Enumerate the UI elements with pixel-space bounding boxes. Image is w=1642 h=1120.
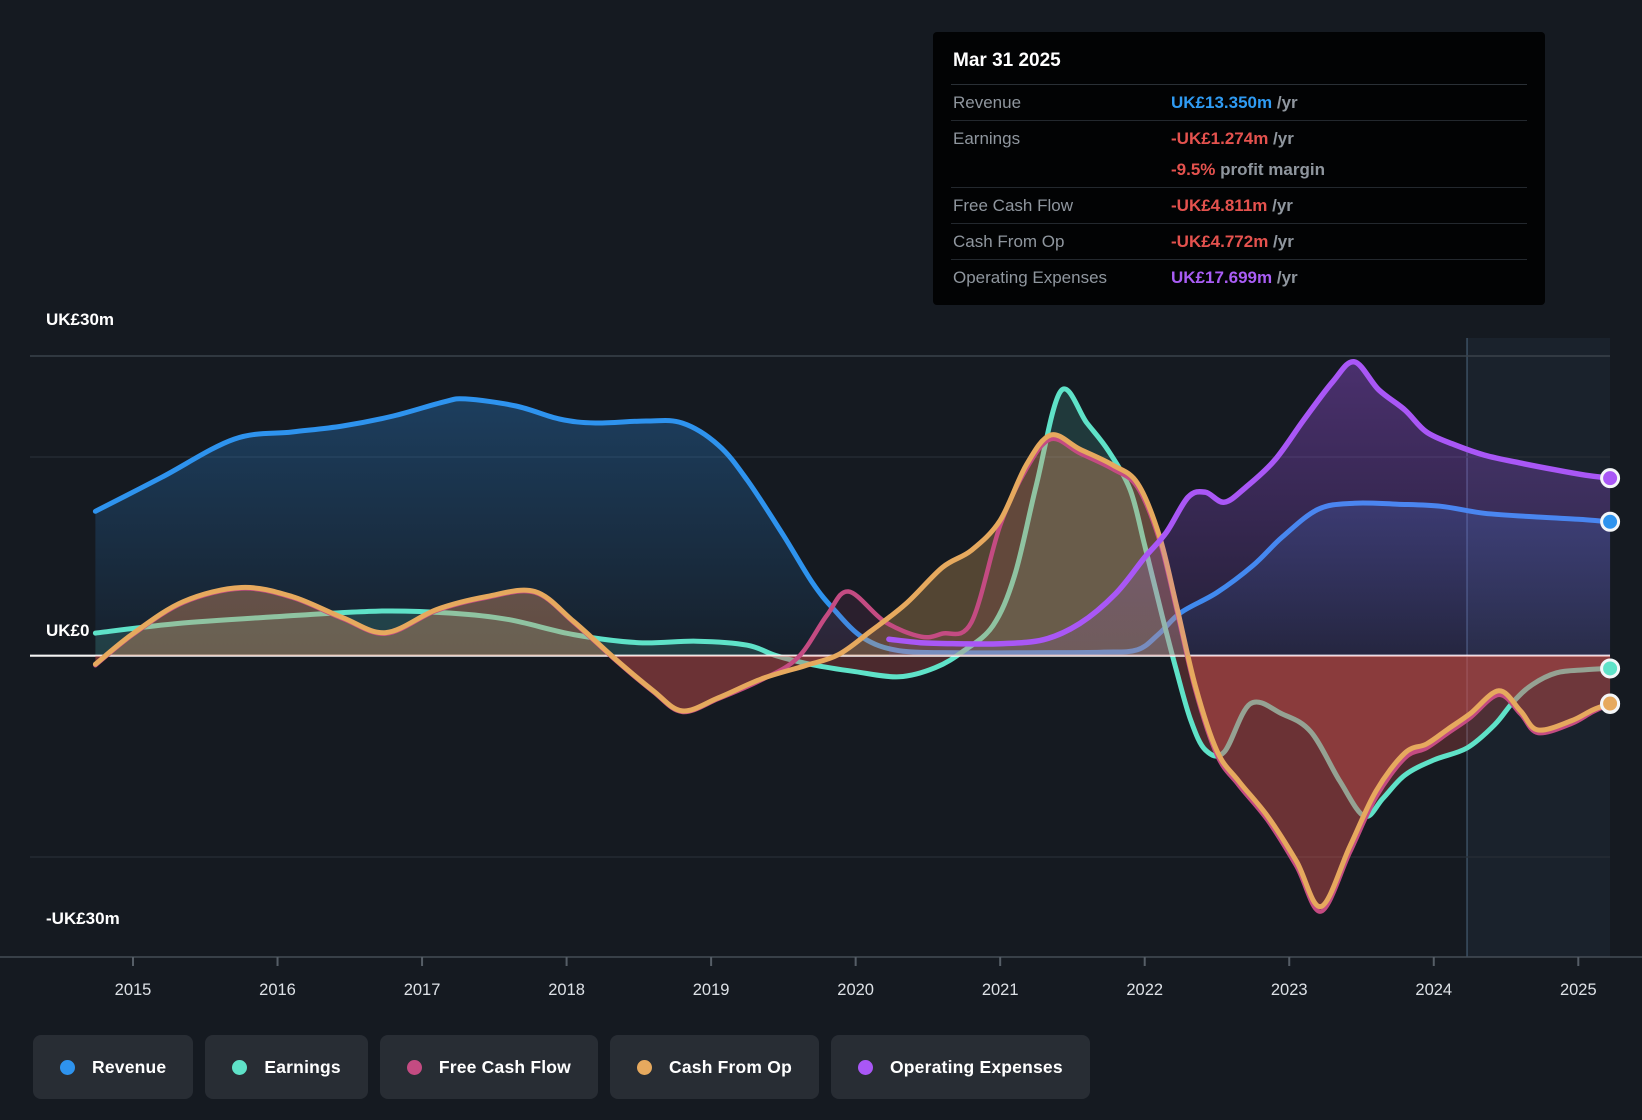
chart-tooltip: Mar 31 2025 Revenue UK£13.350m /yr Earning… [933,32,1545,305]
cash-from-op-area-negative [95,655,1611,907]
x-axis-label-2024: 2024 [1415,981,1453,999]
x-axis-label-2016: 2016 [259,981,296,999]
tooltip-row-label: Earnings [953,129,1021,148]
revenue-end-marker[interactable] [1600,511,1621,532]
tooltip-row-label: Free Cash Flow [953,196,1073,215]
tooltip-row: Revenue UK£13.350m /yr [951,85,1527,121]
legend-dot-icon [232,1059,248,1075]
legend-dot-icon [857,1059,873,1075]
legend-dot-icon [406,1059,422,1075]
operating-expenses-end-marker[interactable] [1600,468,1621,489]
tooltip-row-value: -UK£4.811m [1171,196,1268,215]
x-axis-label-2019: 2019 [692,981,730,999]
plot-area[interactable] [30,338,1612,957]
earnings-area-positive [95,388,1611,656]
legend-chip-earnings[interactable]: Earnings [205,1035,368,1099]
free-cash-flow-area-negative [95,655,1611,912]
x-axis-label-2023: 2023 [1270,981,1308,999]
tooltip-date: Mar 31 2025 [951,44,1527,85]
cash-from-op-end-marker[interactable] [1600,693,1621,714]
tooltip-row-label: Cash From Op [953,232,1065,251]
y-axis-label-zero: UK£0 [46,621,90,640]
tooltip-row-label: Revenue [953,93,1022,112]
legend-chip-revenue[interactable]: Revenue [33,1035,194,1099]
legend-chip-cash-from-op[interactable]: Cash From Op [609,1035,819,1099]
legend-dot-icon [60,1059,75,1075]
x-axis-label-2025: 2025 [1559,981,1597,999]
x-axis-label-2018: 2018 [548,981,585,999]
x-axis-label-2015: 2015 [114,981,152,999]
earnings-end-marker[interactable] [1600,658,1621,679]
operating-expenses-line[interactable] [886,359,1612,647]
x-axis-label-2020: 2020 [837,981,874,999]
tooltip-row-value: UK£13.350m [1171,93,1273,112]
tooltip-row: Earnings -UK£1.274m /yr -9.5% profit margi… [951,121,1527,188]
legend-label: Revenue [92,1056,167,1077]
tooltip-row-value: UK£17.699m [1171,268,1273,287]
legend-dot-icon [636,1059,652,1075]
tooltip-row-label: Operating Expenses [953,268,1108,287]
legend-chip-operating-expenses[interactable]: Operating Expenses [830,1035,1090,1099]
x-axis-label-2017: 2017 [403,981,441,999]
cash-from-op-line[interactable] [92,432,1612,909]
tooltip-row-value: -UK£1.274m [1171,129,1269,148]
y-axis-label-top: UK£30m [46,310,115,329]
chart-legend: Revenue Earnings Free Cash Flow Cash From O… [33,1035,1090,1099]
legend-label: Cash From Op [668,1056,792,1077]
tooltip-profit-margin: -9.5% profit margin [1171,160,1325,179]
tooltip-row: Operating Expenses UK£17.699m /yr [953,268,1298,287]
legend-chip-free-cash-flow[interactable]: Free Cash Flow [379,1035,598,1099]
y-axis-label-bottom: -UK£30m [46,909,120,928]
tooltip-row: Free Cash Flow -UK£4.811m /yr [951,188,1527,224]
tooltip-row: Cash From Op -UK£4.772m /yr [951,224,1527,260]
x-axis-label-2021: 2021 [981,981,1019,999]
legend-label: Operating Expenses [889,1056,1063,1077]
x-axis-label-2022: 2022 [1126,981,1164,999]
legend-label: Earnings [264,1056,341,1077]
legend-label: Free Cash Flow [438,1056,571,1077]
earnings-line[interactable] [92,386,1612,819]
tooltip-row-value: -UK£4.772m [1171,232,1269,251]
